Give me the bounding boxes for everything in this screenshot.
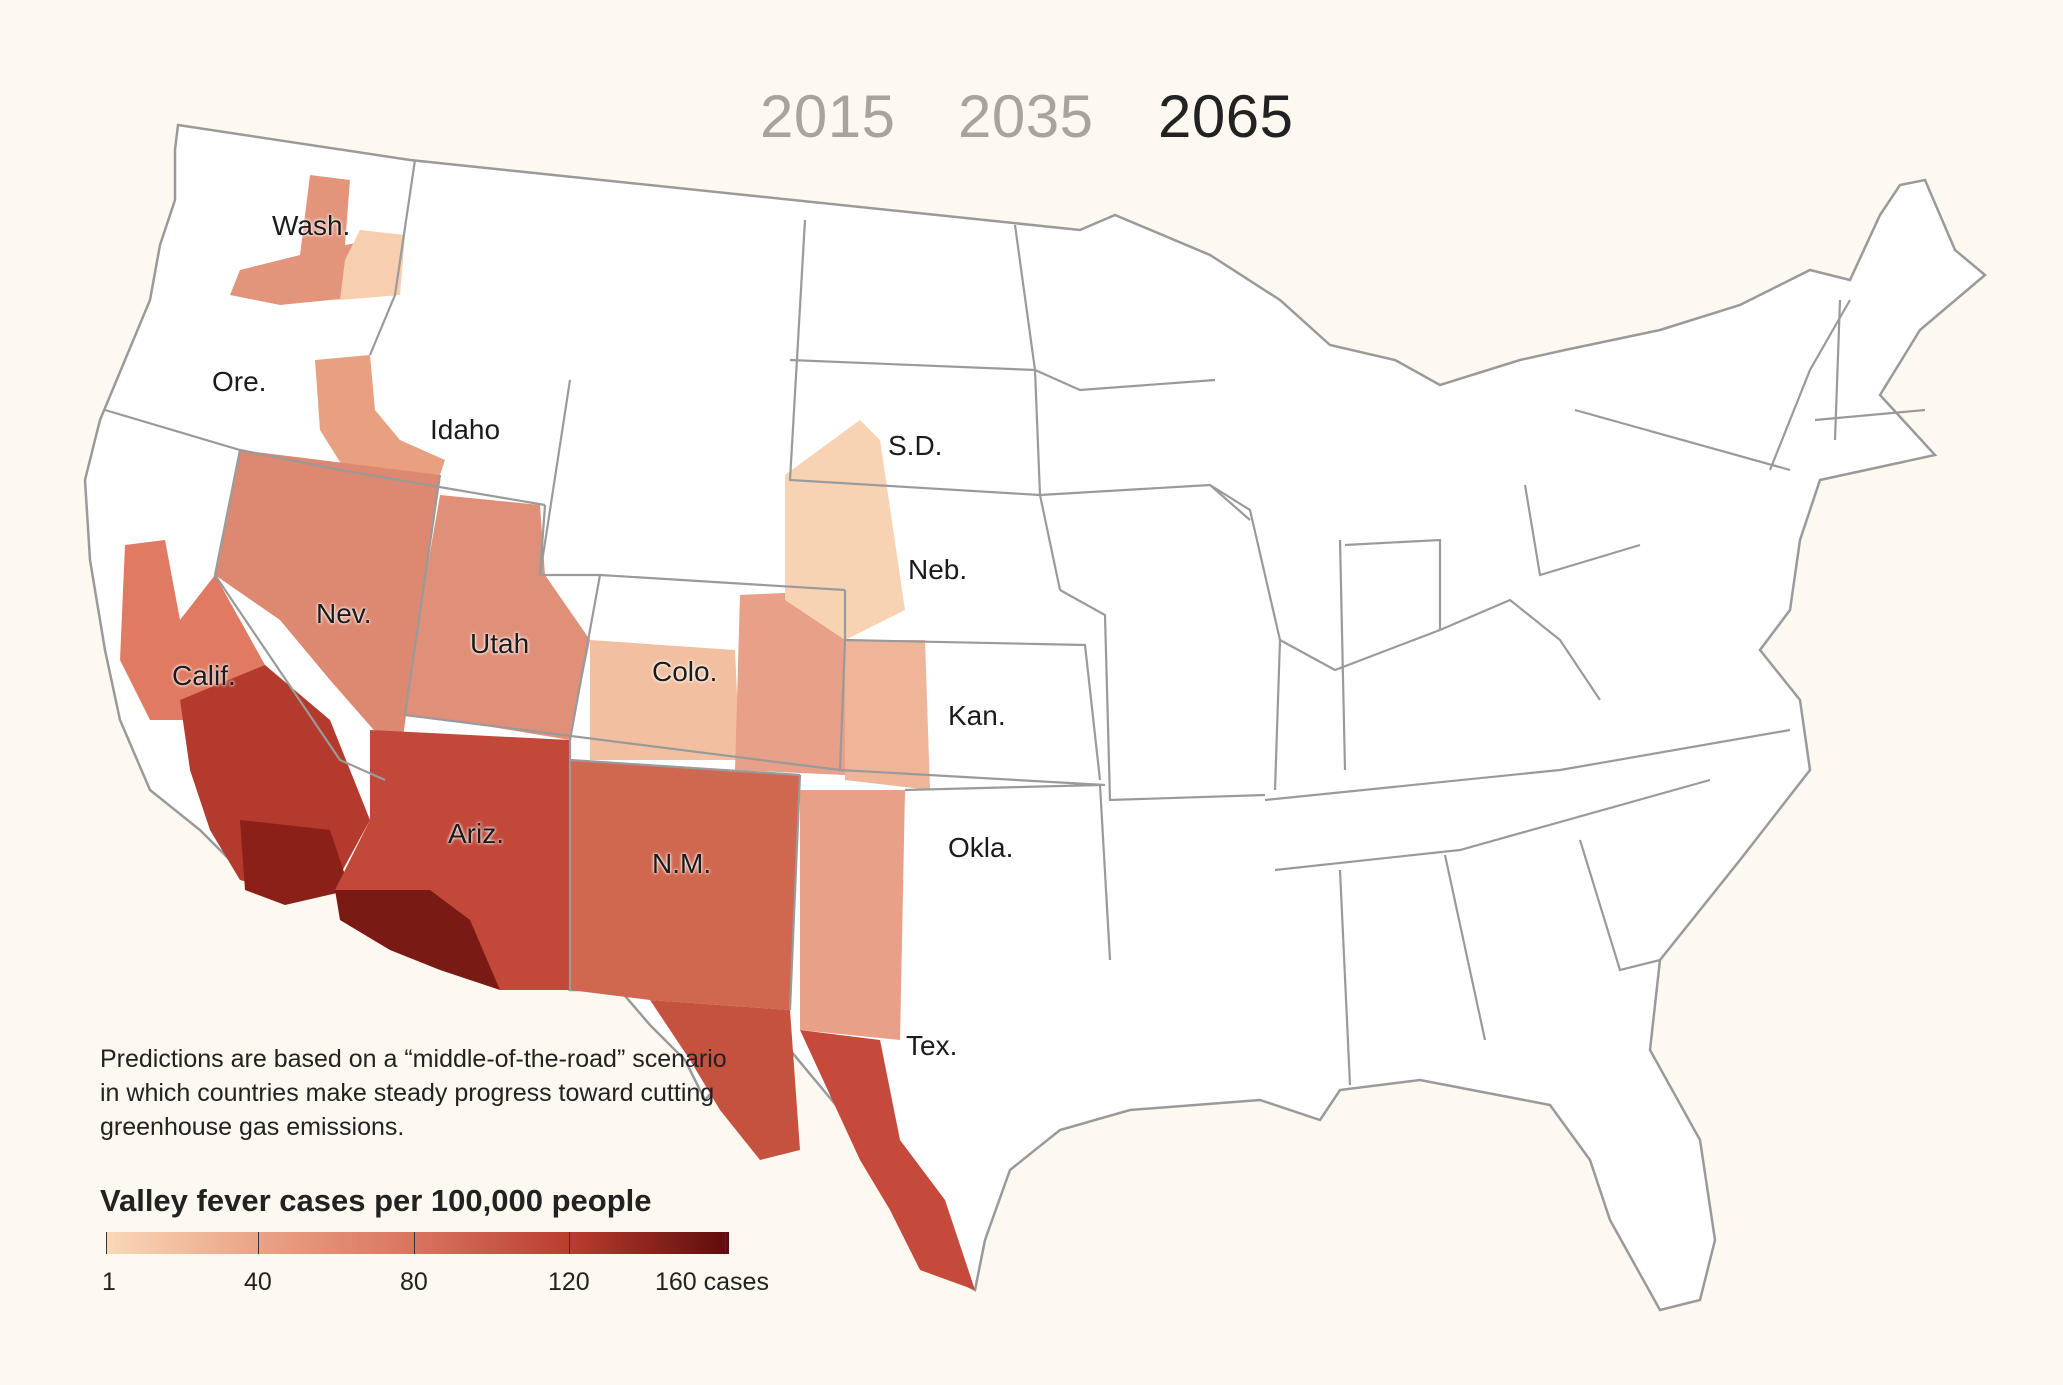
- year-2035[interactable]: 2035: [958, 83, 1094, 150]
- label-colo: Colo.: [652, 656, 718, 687]
- heat-nm: [570, 760, 800, 1010]
- label-okla: Okla.: [948, 832, 1014, 863]
- heat-colo: [590, 640, 740, 760]
- heat-colo-e: [735, 590, 845, 775]
- legend-tick-label: 80: [400, 1268, 428, 1296]
- heat-nev: [215, 450, 440, 760]
- label-utah: Utah: [470, 628, 530, 659]
- heat-layer: [120, 175, 975, 1290]
- state-borders: [104, 159, 1926, 1086]
- heat-wash-light: [340, 230, 405, 300]
- heat-kan: [845, 640, 930, 790]
- label-ore: Ore.: [212, 366, 267, 397]
- heat-sd-neb: [785, 420, 905, 640]
- heat-tex-rgv: [800, 1030, 975, 1290]
- legend-tick-label: 1: [102, 1268, 116, 1296]
- year-2065[interactable]: 2065: [1158, 83, 1294, 150]
- legend-tick-label: 40: [244, 1268, 272, 1296]
- heat-idaho: [315, 355, 445, 475]
- label-ariz: Ariz.: [448, 818, 504, 849]
- legend-tick-mark: [258, 1232, 259, 1254]
- legend-tick-label: 120: [548, 1268, 590, 1296]
- label-kan: Kan.: [948, 700, 1006, 731]
- legend-title: Valley fever cases per 100,000 people: [100, 1183, 652, 1218]
- legend-color-bar: [106, 1232, 729, 1254]
- label-wash: Wash.: [272, 210, 351, 241]
- year-2015[interactable]: 2015: [760, 83, 896, 150]
- legend-tick-label: 160 cases: [655, 1268, 769, 1296]
- label-idaho: Idaho: [430, 414, 501, 445]
- label-sd: S.D.: [888, 430, 943, 461]
- label-nm: N.M.: [652, 848, 712, 879]
- label-tex: Tex.: [906, 1030, 958, 1061]
- label-nev: Nev.: [316, 598, 372, 629]
- legend-tick-mark: [414, 1232, 415, 1254]
- legend-tick-mark: [725, 1232, 726, 1254]
- label-neb: Neb.: [908, 554, 968, 585]
- heat-calif-n: [120, 540, 265, 720]
- heat-calif-sdark: [240, 820, 350, 905]
- heat-okla-tex: [800, 790, 905, 1040]
- scenario-note: Predictions are based on a “middle-of-th…: [100, 1045, 727, 1141]
- heat-utah: [405, 495, 590, 740]
- label-calif: Calif.: [172, 660, 236, 691]
- heat-tex-w: [650, 1000, 800, 1160]
- legend-tick-mark: [569, 1232, 570, 1254]
- heat-ariz-s: [335, 890, 500, 990]
- legend-tick-mark: [106, 1232, 107, 1254]
